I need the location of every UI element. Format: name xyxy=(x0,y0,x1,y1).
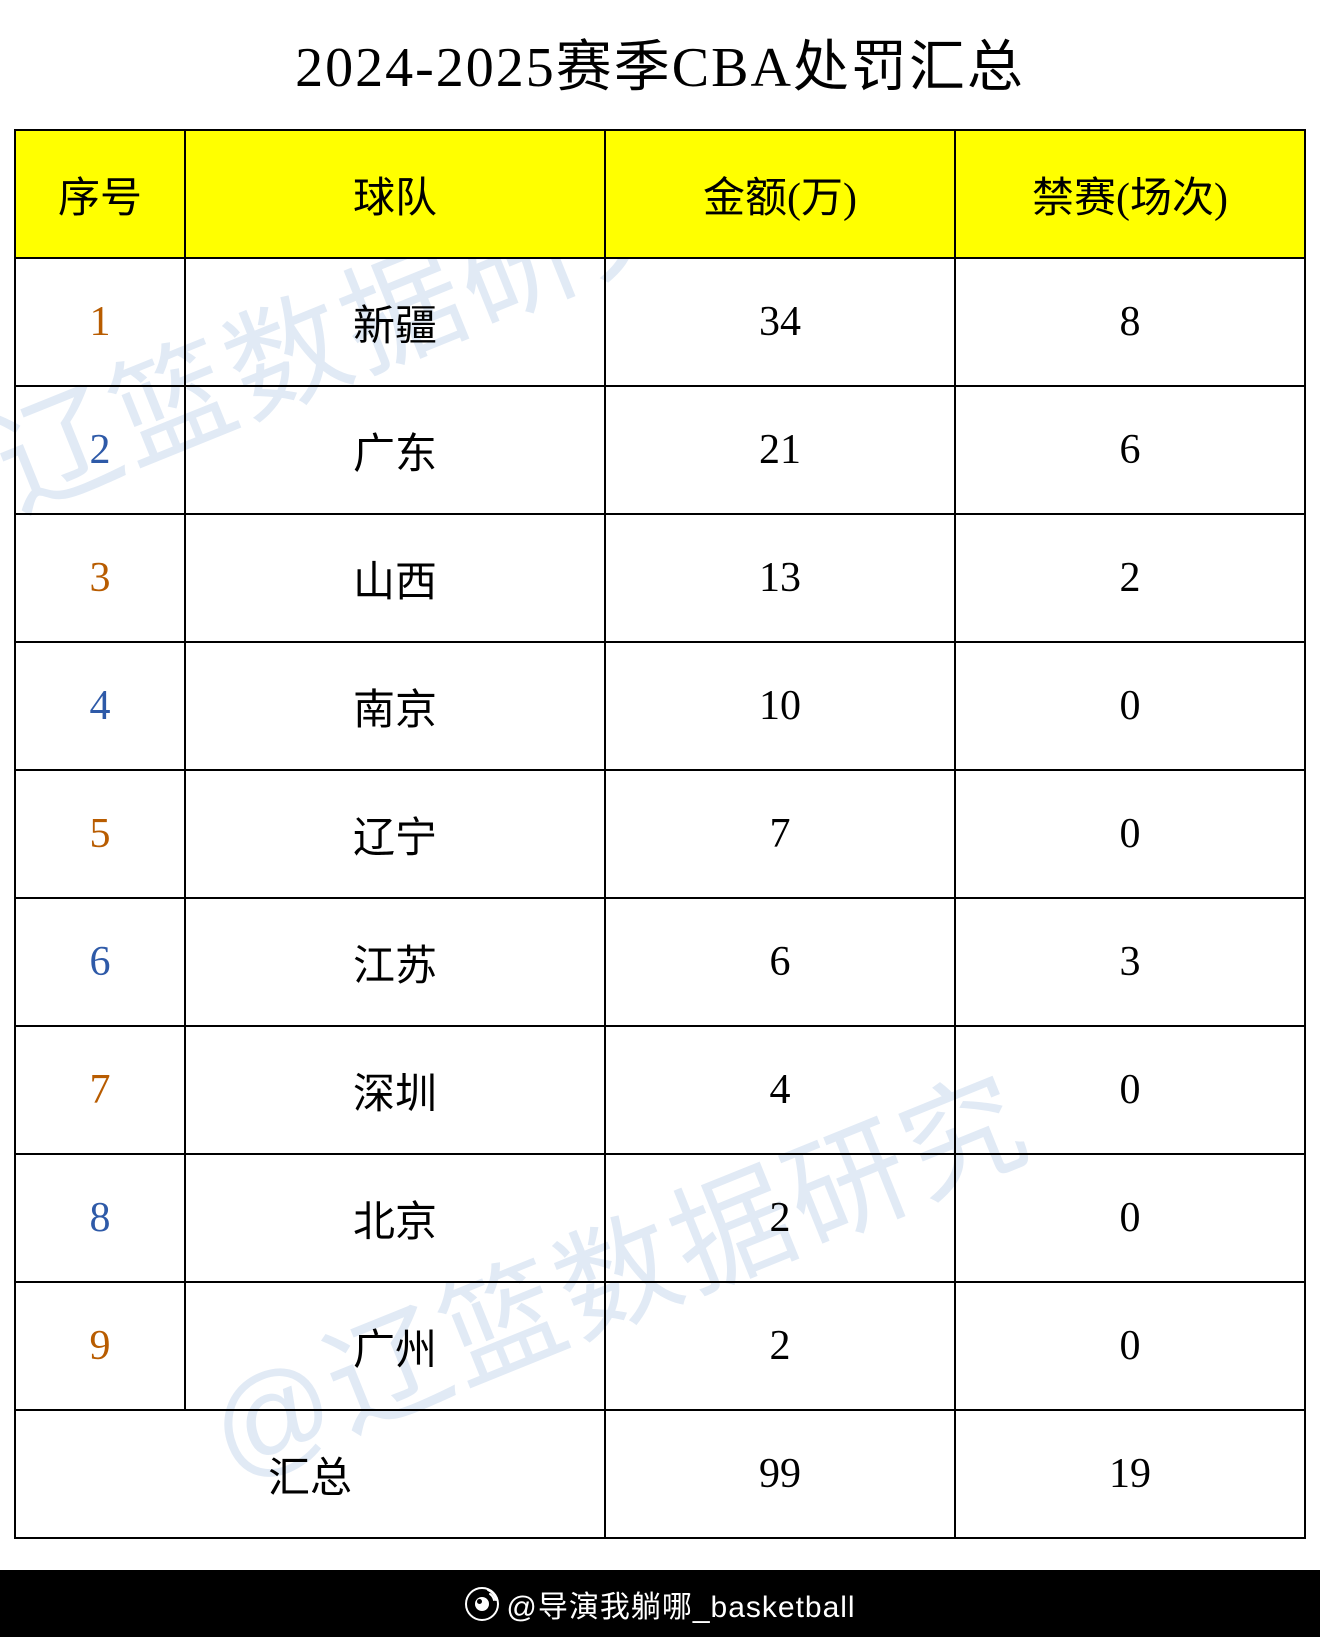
cell-ban: 3 xyxy=(955,898,1305,1026)
cell-ban: 0 xyxy=(955,770,1305,898)
cell-amount: 6 xyxy=(605,898,955,1026)
cell-amount: 10 xyxy=(605,642,955,770)
cell-team: 广州 xyxy=(185,1282,605,1410)
page: @辽篮数据研究 @辽篮数据研究 2024-2025赛季CBA处罚汇总 序号 球队… xyxy=(0,0,1320,1570)
cell-amount: 4 xyxy=(605,1026,955,1154)
summary-label: 汇总 xyxy=(15,1410,605,1538)
attribution-footer: @导演我躺哪_basketball xyxy=(0,1570,1320,1637)
cell-amount: 2 xyxy=(605,1282,955,1410)
cell-team: 江苏 xyxy=(185,898,605,1026)
cell-amount: 7 xyxy=(605,770,955,898)
table-row: 2广东216 xyxy=(15,386,1305,514)
table-row: 3山西132 xyxy=(15,514,1305,642)
page-title: 2024-2025赛季CBA处罚汇总 xyxy=(295,37,1025,99)
summary-ban: 19 xyxy=(955,1410,1305,1538)
title-bar: 2024-2025赛季CBA处罚汇总 xyxy=(0,0,1320,129)
cell-ban: 0 xyxy=(955,1154,1305,1282)
cell-team: 辽宁 xyxy=(185,770,605,898)
cell-ban: 6 xyxy=(955,386,1305,514)
table-row: 5辽宁70 xyxy=(15,770,1305,898)
cell-team: 新疆 xyxy=(185,258,605,386)
cell-index: 8 xyxy=(15,1154,185,1282)
cell-ban: 0 xyxy=(955,1026,1305,1154)
cell-index: 5 xyxy=(15,770,185,898)
cell-team: 北京 xyxy=(185,1154,605,1282)
table-row: 4南京100 xyxy=(15,642,1305,770)
col-header-ban: 禁赛(场次) xyxy=(955,130,1305,258)
cell-index: 7 xyxy=(15,1026,185,1154)
col-header-amount: 金额(万) xyxy=(605,130,955,258)
cell-team: 深圳 xyxy=(185,1026,605,1154)
table-row: 8北京20 xyxy=(15,1154,1305,1282)
table-header-row: 序号 球队 金额(万) 禁赛(场次) xyxy=(15,130,1305,258)
table-row: 9广州20 xyxy=(15,1282,1305,1410)
cell-index: 9 xyxy=(15,1282,185,1410)
table-row: 1新疆348 xyxy=(15,258,1305,386)
attribution-handle: @导演我躺哪_basketball xyxy=(506,1582,855,1626)
table-row: 7深圳40 xyxy=(15,1026,1305,1154)
col-header-index: 序号 xyxy=(15,130,185,258)
cell-index: 1 xyxy=(15,258,185,386)
cell-index: 3 xyxy=(15,514,185,642)
cell-ban: 0 xyxy=(955,642,1305,770)
cell-amount: 34 xyxy=(605,258,955,386)
cell-team: 广东 xyxy=(185,386,605,514)
cell-amount: 21 xyxy=(605,386,955,514)
cell-index: 4 xyxy=(15,642,185,770)
cell-amount: 13 xyxy=(605,514,955,642)
cell-index: 6 xyxy=(15,898,185,1026)
cell-ban: 0 xyxy=(955,1282,1305,1410)
cell-team: 南京 xyxy=(185,642,605,770)
penalty-table: 序号 球队 金额(万) 禁赛(场次) 1新疆3482广东2163山西1324南京… xyxy=(14,129,1306,1539)
summary-amount: 99 xyxy=(605,1410,955,1538)
cell-index: 2 xyxy=(15,386,185,514)
weibo-eye-icon xyxy=(464,1586,500,1622)
cell-team: 山西 xyxy=(185,514,605,642)
cell-amount: 2 xyxy=(605,1154,955,1282)
cell-ban: 2 xyxy=(955,514,1305,642)
table-summary-row: 汇总 99 19 xyxy=(15,1410,1305,1538)
col-header-team: 球队 xyxy=(185,130,605,258)
cell-ban: 8 xyxy=(955,258,1305,386)
table-row: 6江苏63 xyxy=(15,898,1305,1026)
